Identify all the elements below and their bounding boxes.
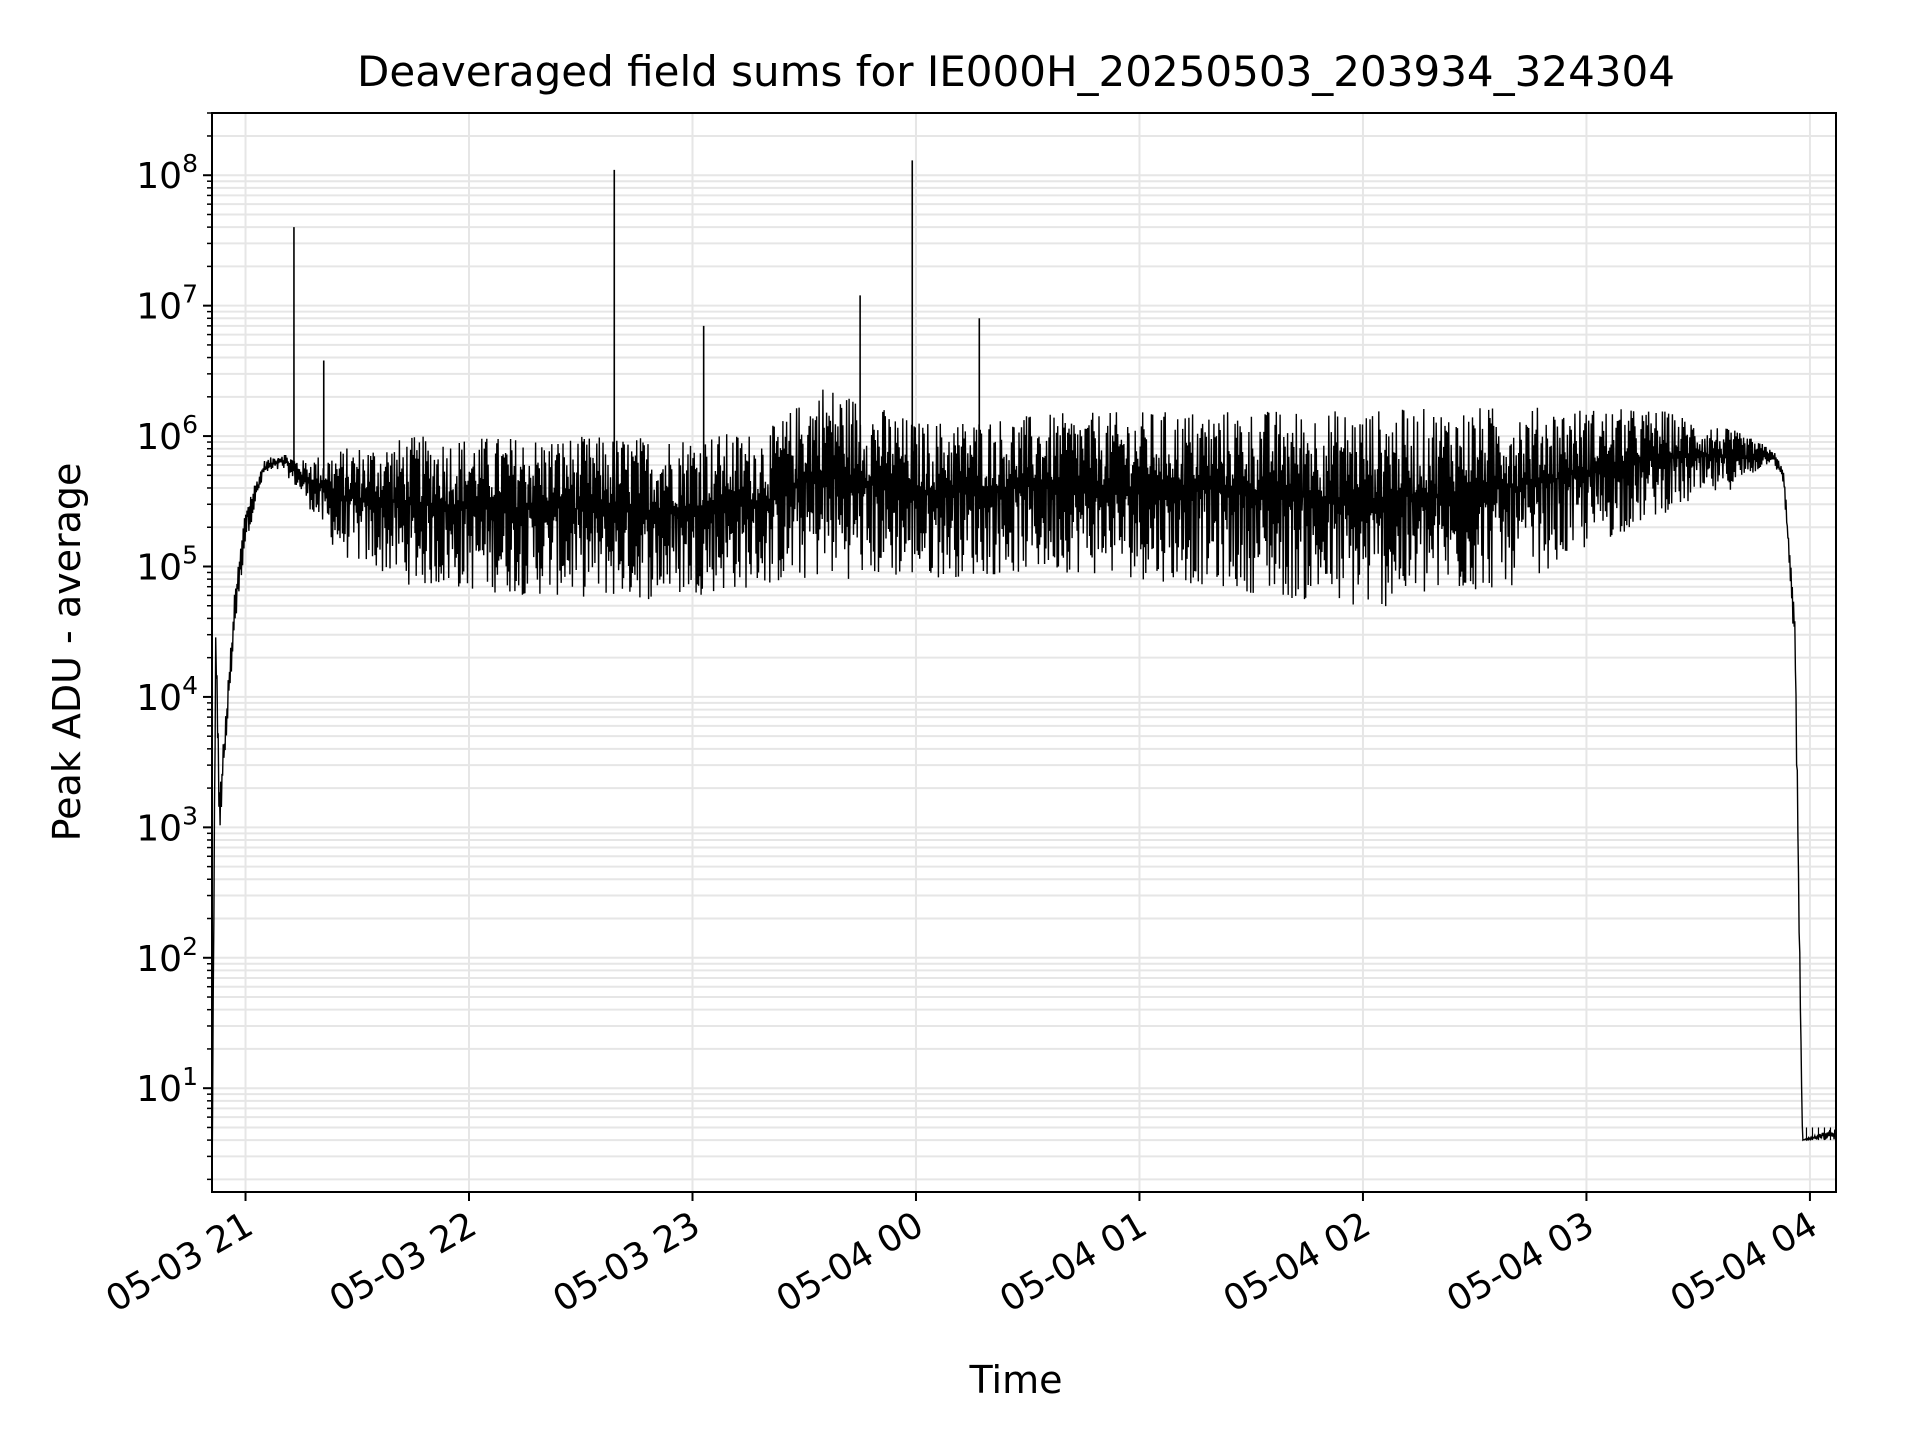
y-axis-label: Peak ADU - average <box>45 463 89 842</box>
y-tick-base: 10 <box>136 548 182 589</box>
y-tick-base: 10 <box>136 417 182 458</box>
y-tick-label: 108 <box>136 149 198 197</box>
y-tick-exponent: 2 <box>182 932 198 961</box>
y-tick-label: 105 <box>136 541 198 589</box>
plot-series <box>211 160 1837 1193</box>
grid-major <box>212 113 1836 1192</box>
y-tick-label: 107 <box>136 280 198 328</box>
y-tick-exponent: 8 <box>182 149 198 178</box>
y-tick-base: 10 <box>136 287 182 328</box>
x-axis-label: Time <box>969 1358 1063 1402</box>
y-tick-label: 103 <box>136 801 198 849</box>
y-tick-exponent: 6 <box>182 410 198 439</box>
y-tick-base: 10 <box>136 1069 182 1110</box>
plot-frame <box>211 112 1837 1193</box>
y-tick-base: 10 <box>136 678 182 719</box>
y-tick-label: 106 <box>136 410 198 458</box>
y-tick-label: 104 <box>136 671 198 719</box>
y-tick-exponent: 4 <box>182 671 198 700</box>
chart-title: Deaveraged field sums for IE000H_2025050… <box>357 47 1675 96</box>
y-tick-base: 10 <box>136 156 182 197</box>
series-line <box>211 389 1837 1193</box>
y-tick-exponent: 1 <box>182 1062 198 1091</box>
y-tick-base: 10 <box>136 808 182 849</box>
y-tick-exponent: 5 <box>182 541 198 570</box>
y-tick-exponent: 3 <box>182 801 198 830</box>
grid-minor <box>212 112 1836 1181</box>
y-tick-label: 102 <box>136 932 198 980</box>
y-tick-label: 101 <box>136 1062 198 1110</box>
y-tick-base: 10 <box>136 939 182 980</box>
y-tick-exponent: 7 <box>182 280 198 309</box>
